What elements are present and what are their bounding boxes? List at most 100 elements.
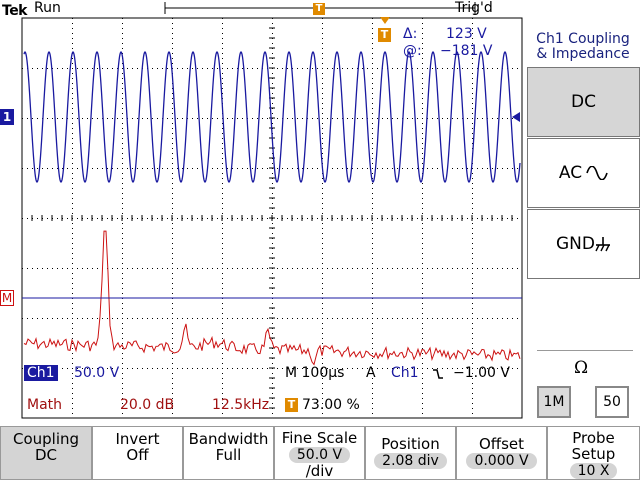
grid-dot	[287, 118, 288, 119]
offset-menu-button[interactable]: Offset 0.000 V	[456, 426, 547, 480]
grid-dot	[392, 168, 393, 169]
grid-dot	[507, 268, 508, 269]
grid-dot	[187, 268, 188, 269]
grid-dot	[382, 118, 383, 119]
grid-dot	[382, 168, 383, 169]
grid-dot	[297, 368, 298, 369]
grid-dot	[122, 33, 123, 34]
impedance-50-button[interactable]: 50	[595, 386, 629, 418]
grid-dot	[337, 118, 338, 119]
grid-dot	[457, 218, 458, 219]
grid-dot	[322, 288, 323, 289]
trigger-level-readout: −1.00 V	[453, 365, 510, 381]
grid-dot	[347, 268, 348, 269]
grid-dot	[122, 208, 123, 209]
grid-dot	[472, 133, 473, 134]
grid-dot	[512, 118, 513, 119]
grid-dot	[72, 288, 73, 289]
grid-dot	[172, 308, 173, 309]
probe-setup-menu-button[interactable]: Probe Setup 10 X	[547, 426, 640, 480]
grid-dot	[422, 403, 423, 404]
grid-dot	[162, 68, 163, 69]
grid-dot	[512, 168, 513, 169]
grid-dot	[77, 68, 78, 69]
grid-dot	[492, 318, 493, 319]
grid-dot	[292, 368, 293, 369]
grid-dot	[387, 318, 388, 319]
grid-dot	[422, 68, 423, 69]
grid-dot	[427, 318, 428, 319]
grid-dot	[352, 368, 353, 369]
grid-dot	[462, 368, 463, 369]
grid-dot	[517, 218, 518, 219]
grid-dot	[122, 388, 123, 389]
math-marker[interactable]: M	[0, 290, 14, 306]
grid-dot	[322, 378, 323, 379]
grid-dot	[307, 218, 308, 219]
grid-dot	[227, 268, 228, 269]
grid-dot	[247, 368, 248, 369]
coupling-menu-button[interactable]: Coupling DC	[0, 426, 92, 480]
grid-dot	[387, 168, 388, 169]
grid-dot	[312, 68, 313, 69]
grid-dot	[67, 368, 68, 369]
grid-dot	[37, 68, 38, 69]
grid-dot	[227, 318, 228, 319]
coupling-dc-button[interactable]: DC	[527, 67, 640, 137]
bandwidth-menu-button[interactable]: Bandwidth Full	[183, 426, 274, 480]
grid-dot	[322, 78, 323, 79]
grid-dot	[472, 238, 473, 239]
grid-dot	[417, 118, 418, 119]
grid-dot	[397, 68, 398, 69]
right-panel-title-line1: Ch1 Coupling	[536, 31, 630, 47]
grid-dot	[492, 168, 493, 169]
grid-dot	[312, 368, 313, 369]
grid-dot	[172, 413, 173, 414]
grid-dot	[232, 68, 233, 69]
grid-dot	[127, 168, 128, 169]
grid-dot	[122, 328, 123, 329]
grid-dot	[472, 213, 473, 214]
grid-dot	[137, 368, 138, 369]
grid-dot	[162, 318, 163, 319]
grid-dot	[87, 118, 88, 119]
grid-dot	[272, 123, 273, 124]
invert-menu-button[interactable]: Invert Off	[92, 426, 183, 480]
grid-dot	[422, 18, 423, 19]
grid-dot	[172, 263, 173, 264]
grid-dot	[422, 83, 423, 84]
grid-dot	[222, 163, 223, 164]
grid-dot	[122, 198, 123, 199]
grid-dot	[367, 268, 368, 269]
coupling-gnd-button[interactable]: GND	[527, 209, 640, 279]
grid-dot	[122, 343, 123, 344]
grid-dot	[202, 68, 203, 69]
grid-dot	[72, 118, 73, 119]
grid-dot	[162, 368, 163, 369]
grid-dot	[202, 268, 203, 269]
grid-dot	[377, 68, 378, 69]
impedance-1m-button[interactable]: 1M	[537, 386, 571, 418]
grid-dot	[482, 118, 483, 119]
grid-dot	[172, 303, 173, 304]
grid-dot	[117, 318, 118, 319]
grid-dot	[137, 68, 138, 69]
grid-dot	[267, 118, 268, 119]
grid-dot	[477, 118, 478, 119]
grid-dot	[322, 153, 323, 154]
position-menu-button[interactable]: Position 2.08 div	[365, 426, 456, 480]
grid-dot	[172, 33, 173, 34]
grid-dot	[402, 268, 403, 269]
graticule-grid	[21, 17, 518, 414]
grid-dot	[447, 268, 448, 269]
grid-dot	[442, 68, 443, 69]
grid-dot	[372, 293, 373, 294]
fine-scale-menu-button[interactable]: Fine Scale 50.0 V /div	[274, 426, 365, 480]
grid-dot	[472, 203, 473, 204]
grid-dot	[422, 23, 423, 24]
coupling-ac-button[interactable]: AC	[527, 138, 640, 208]
ch1-ground-marker[interactable]: 1	[0, 109, 14, 125]
grid-dot	[497, 368, 498, 369]
grid-dot	[422, 258, 423, 259]
grid-dot	[422, 148, 423, 149]
